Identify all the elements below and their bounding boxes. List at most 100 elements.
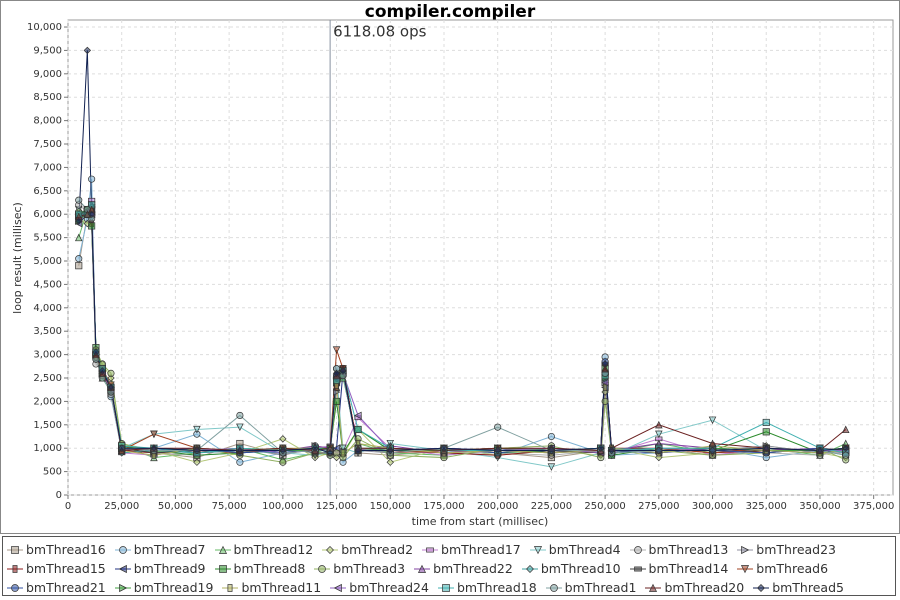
x-tick-label: 350,000	[799, 501, 840, 512]
y-tick-label: 9,500	[33, 45, 62, 56]
data-point	[236, 411, 244, 419]
data-point	[75, 196, 83, 204]
data-point	[354, 425, 362, 434]
legend-item: bmThread5	[753, 578, 844, 597]
legend-item: bmThread11	[222, 578, 321, 597]
data-point	[333, 397, 341, 405]
legend-marker	[330, 583, 347, 592]
data-point	[193, 425, 201, 434]
data-point	[279, 435, 287, 443]
legend-marker	[114, 583, 131, 592]
x-tick-label: 125,000	[316, 501, 357, 512]
legend-marker	[737, 564, 754, 573]
legend-label: bmThread12	[233, 542, 314, 557]
y-tick-label: 1,500	[33, 420, 62, 431]
data-point	[83, 46, 92, 55]
data-point	[601, 364, 609, 373]
legend-symbol	[12, 564, 18, 573]
data-point	[762, 418, 770, 427]
data-point	[150, 444, 158, 452]
data-point	[75, 255, 83, 263]
x-tick-label: 275,000	[638, 501, 679, 512]
data-point	[279, 446, 287, 455]
data-point	[655, 420, 663, 429]
data-point	[326, 449, 334, 457]
legend-item: bmThread16	[7, 540, 106, 559]
legend-marker	[645, 583, 662, 592]
x-axis-label: time from start (millisec)	[412, 515, 549, 528]
data-point	[816, 446, 824, 455]
data-point	[607, 446, 616, 455]
legend-item: bmThread14	[629, 559, 729, 578]
legend-symbol	[633, 545, 642, 554]
data-point	[708, 446, 717, 455]
legend-marker	[322, 545, 339, 554]
data-point	[354, 446, 362, 455]
legend-label: bmThread19	[133, 580, 214, 595]
legend-label: bmThread13	[648, 542, 729, 557]
data-point	[655, 430, 663, 439]
x-tick-label: 250,000	[584, 501, 625, 512]
legend-marker	[7, 564, 23, 573]
data-point	[842, 451, 850, 459]
legend-marker	[422, 547, 439, 552]
y-tick-label: 2,000	[33, 396, 62, 407]
data-point	[762, 428, 770, 436]
legend-label: bmThread14	[648, 561, 729, 576]
data-point	[311, 444, 319, 452]
legend-symbol	[525, 564, 534, 573]
data-point	[332, 369, 341, 378]
data-point	[88, 222, 96, 230]
legend: bmThread16 bmThread7 bmThread12 bmThread2 bm…	[2, 536, 896, 596]
legend-label: bmThread22	[433, 561, 513, 576]
legend-symbol	[649, 583, 658, 592]
y-tick-label: 8,000	[33, 116, 62, 127]
y-tick-label: 2,500	[33, 373, 62, 384]
legend-marker	[214, 564, 231, 573]
legend-item: bmThread6	[737, 559, 828, 578]
data-point	[333, 449, 341, 457]
legend-symbol	[741, 545, 750, 554]
data-point	[601, 360, 609, 368]
legend-symbol	[741, 564, 750, 573]
data-point	[107, 383, 115, 392]
legend-item: bmThread13	[629, 540, 729, 559]
data-point	[98, 367, 107, 375]
legend-symbol	[118, 545, 127, 554]
legend-marker	[114, 564, 131, 573]
legend-symbol	[228, 583, 233, 592]
legend-label: bmThread18	[456, 580, 537, 595]
legend-symbol	[118, 583, 128, 592]
x-tick-label: 150,000	[370, 501, 411, 512]
legend-label: bmThread10	[540, 561, 621, 576]
data-point	[340, 449, 346, 457]
data-point	[547, 432, 555, 441]
x-tick-label: 325,000	[746, 501, 787, 512]
legend-label: bmThread1	[564, 580, 637, 595]
legend-label: bmThread6	[756, 561, 829, 576]
legend-item: bmThread21	[7, 578, 106, 597]
chart: compiler.compiler time from start (milli…	[0, 0, 900, 534]
y-tick-label: 3,500	[33, 326, 62, 337]
legend-label: bmThread2	[341, 542, 414, 557]
data-point	[193, 458, 201, 466]
legend-label: bmThread24	[349, 580, 429, 595]
legend-label: bmThread16	[26, 542, 106, 557]
data-point	[332, 346, 341, 354]
data-point	[75, 217, 83, 225]
legend-symbol	[11, 545, 19, 554]
legend-symbol	[218, 564, 227, 573]
data-point	[841, 425, 850, 434]
legend-symbol	[757, 583, 766, 592]
legend-item: bmThread19	[114, 578, 214, 597]
x-tick-label: 25,000	[104, 501, 139, 512]
y-tick-label: 5,500	[33, 233, 62, 244]
legend-symbol	[11, 583, 19, 592]
data-point	[386, 458, 394, 466]
legend-symbol	[418, 564, 427, 573]
legend-marker	[629, 545, 646, 554]
y-tick-label: 6,000	[33, 209, 62, 220]
legend-marker	[629, 566, 646, 571]
legend-label: bmThread15	[26, 561, 106, 576]
legend-symbol	[333, 583, 343, 592]
